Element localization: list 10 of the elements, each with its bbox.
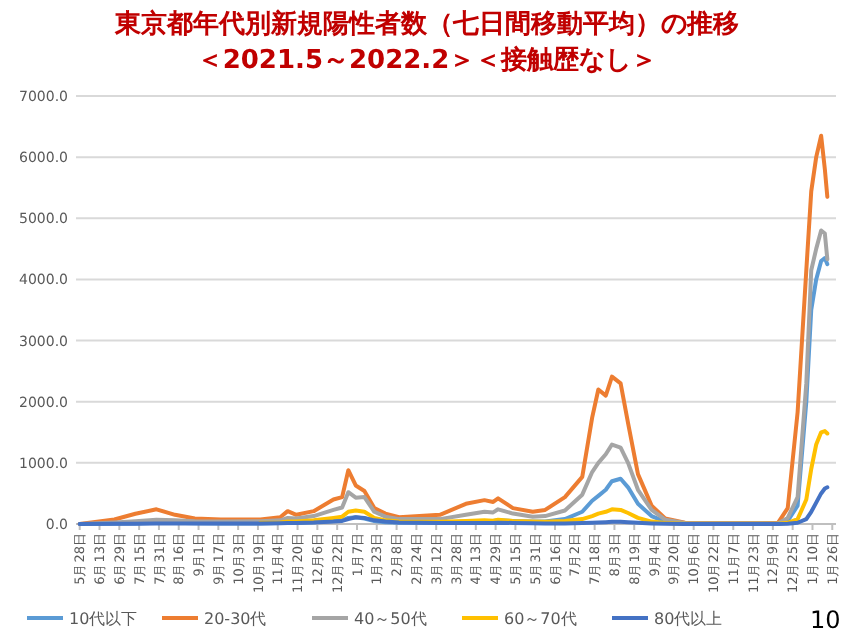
chart-title: 東京都年代別新規陽性者数（七日間移動平均）の推移 [113, 8, 739, 40]
legend-label: 20-30代 [204, 610, 267, 628]
legend-label: 40～50代 [354, 610, 427, 628]
chart-subtitle: ＜2021.5～2022.2＞＜接触歴なし＞ [196, 44, 658, 76]
line-series [77, 485, 830, 526]
legend-label: 10代以下 [69, 610, 138, 628]
legend-label: 60～70代 [504, 610, 577, 628]
text: 10 [810, 606, 841, 634]
legend-label: 80代以上 [654, 610, 723, 628]
line-series [77, 133, 830, 526]
